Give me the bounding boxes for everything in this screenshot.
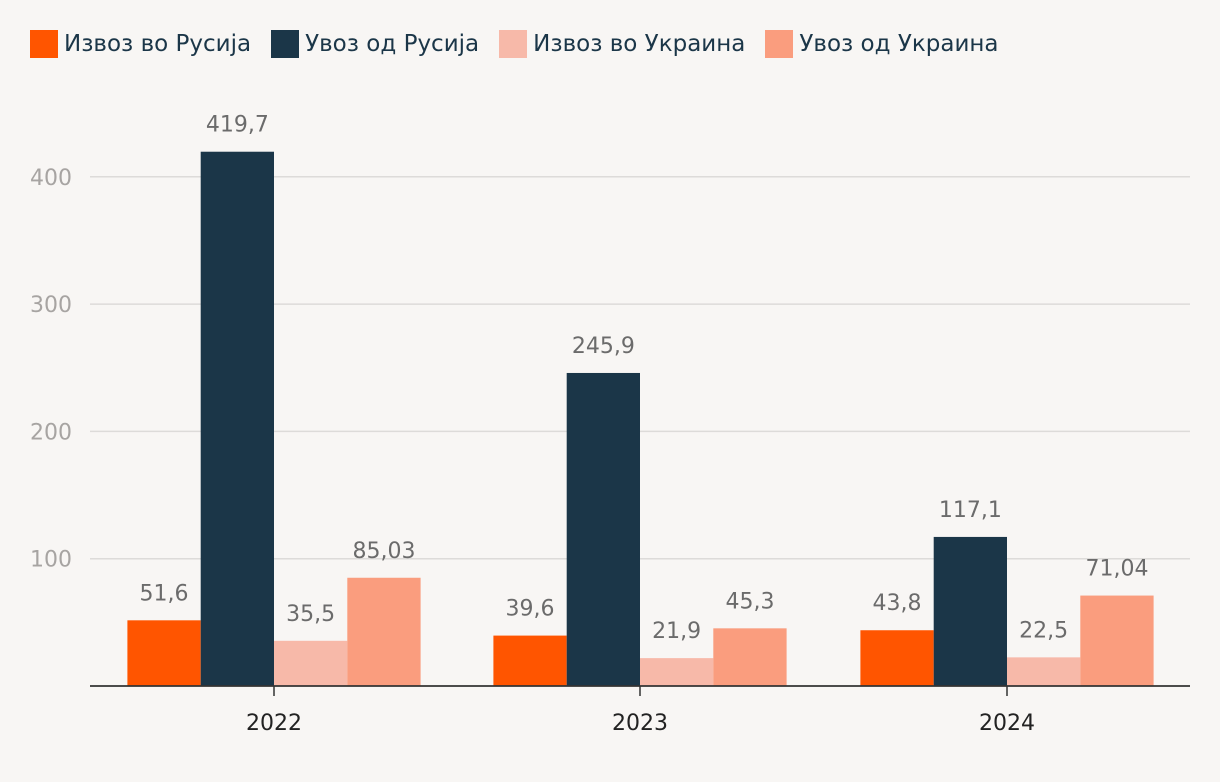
legend-item-export-ukraine: Извоз во Украина bbox=[499, 30, 745, 58]
bar bbox=[274, 640, 348, 686]
data-label: 51,6 bbox=[140, 581, 189, 606]
bar bbox=[1080, 595, 1154, 686]
legend-label: Извоз во Украина bbox=[533, 31, 746, 57]
bar bbox=[347, 577, 421, 686]
data-label: 245,9 bbox=[572, 334, 635, 359]
x-tick-label: 2022 bbox=[246, 711, 302, 736]
data-label: 419,7 bbox=[206, 113, 269, 138]
data-label: 45,3 bbox=[725, 589, 774, 614]
legend-item-import-ukraine: Увоз од Украина bbox=[765, 30, 999, 58]
data-label: 39,6 bbox=[506, 597, 555, 622]
bar bbox=[566, 372, 640, 686]
legend-swatch bbox=[271, 30, 300, 58]
y-tick-label: 400 bbox=[30, 166, 72, 191]
bar bbox=[640, 658, 714, 686]
data-label: 117,1 bbox=[939, 498, 1002, 523]
bar bbox=[933, 536, 1007, 686]
legend-label: Увоз од Украина bbox=[799, 31, 999, 57]
y-tick-label: 100 bbox=[30, 548, 72, 573]
data-label: 85,03 bbox=[352, 539, 415, 564]
data-label: 22,5 bbox=[1019, 618, 1068, 643]
data-label: 21,9 bbox=[652, 619, 701, 644]
x-tick-label: 2023 bbox=[612, 711, 668, 736]
y-tick-label: 200 bbox=[30, 420, 72, 445]
legend-label: Увоз од Русија bbox=[305, 31, 480, 57]
x-tick-label: 2024 bbox=[979, 711, 1035, 736]
legend-label: Извоз во Русија bbox=[64, 31, 252, 57]
bar bbox=[860, 630, 934, 686]
legend-swatch bbox=[499, 30, 528, 58]
legend-swatch bbox=[765, 30, 794, 58]
data-label: 71,04 bbox=[1085, 557, 1148, 582]
bar bbox=[493, 635, 567, 686]
legend: Извоз во Русија Увоз од Русија Извоз во … bbox=[30, 30, 999, 58]
legend-item-import-russia: Увоз од Русија bbox=[271, 30, 479, 58]
bar bbox=[200, 151, 274, 686]
data-label: 43,8 bbox=[873, 591, 922, 616]
legend-item-export-russia: Извоз во Русија bbox=[30, 30, 251, 58]
bar bbox=[127, 620, 201, 686]
bar bbox=[1007, 657, 1081, 686]
y-tick-label: 300 bbox=[30, 293, 72, 318]
data-label: 35,5 bbox=[286, 602, 335, 627]
bar bbox=[713, 628, 787, 686]
legend-swatch bbox=[30, 30, 58, 58]
